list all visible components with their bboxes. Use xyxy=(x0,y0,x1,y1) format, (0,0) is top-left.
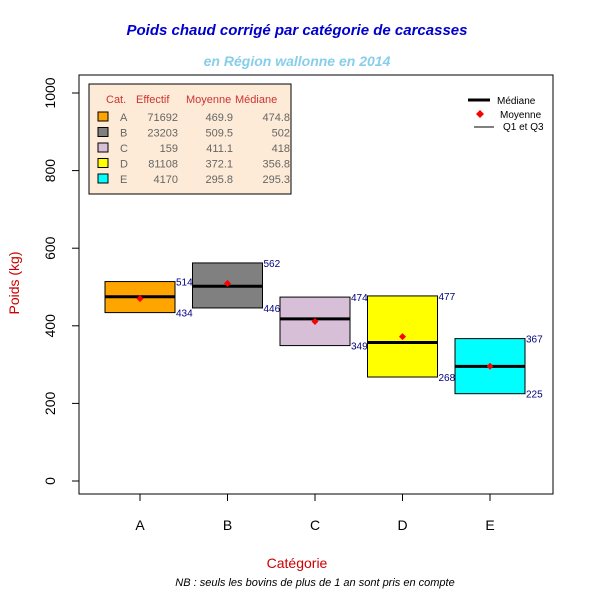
q3-label-E: 367 xyxy=(526,335,543,346)
table-cell: 469.9 xyxy=(205,112,233,124)
chart-title: Poids chaud corrigé par catégorie de car… xyxy=(126,22,468,39)
x-tick-label: C xyxy=(310,517,320,533)
table-cell: E xyxy=(120,174,127,186)
table-header-cell: Cat. xyxy=(106,94,126,106)
q1-label-B: 446 xyxy=(264,304,281,315)
table-cell: 295.8 xyxy=(205,174,233,186)
table-cell: 502 xyxy=(272,128,290,140)
q1-label-E: 225 xyxy=(526,390,543,401)
table-cell: 372.1 xyxy=(205,159,233,171)
legend-label: Médiane xyxy=(497,96,536,107)
table-cell: 23203 xyxy=(147,128,178,140)
y-tick-label: 0 xyxy=(42,477,58,485)
mean-marker-E xyxy=(486,362,494,370)
q1-label-D: 268 xyxy=(439,373,456,384)
table-cell: 71692 xyxy=(147,112,178,124)
table-header-cell: Effectif xyxy=(136,94,170,106)
table-cell: B xyxy=(120,128,127,140)
q3-label-A: 514 xyxy=(176,278,193,289)
table-cell: 418 xyxy=(272,143,290,155)
table-header-cell: Moyenne xyxy=(186,94,231,106)
y-tick-label: 200 xyxy=(42,392,58,416)
y-tick-label: 400 xyxy=(42,314,58,338)
table-header-cell: Médiane xyxy=(235,94,277,106)
stats-table-box xyxy=(88,83,292,195)
footnote: NB : seuls les bovins de plus de 1 an so… xyxy=(175,577,455,589)
table-cell: 159 xyxy=(160,143,178,155)
table-cell: C xyxy=(120,143,128,155)
x-tick-label: A xyxy=(135,517,145,533)
legend-mean-swatch xyxy=(476,110,484,118)
table-swatch-B xyxy=(97,127,109,137)
x-tick-label: D xyxy=(397,517,407,533)
q3-label-B: 562 xyxy=(264,259,281,270)
x-tick-label: E xyxy=(485,517,494,533)
table-cell: 81108 xyxy=(148,159,178,171)
legend-label: Moyenne xyxy=(500,110,542,121)
x-axis-label: Catégorie xyxy=(266,555,328,571)
table-cell: A xyxy=(120,112,128,124)
y-tick-label: 600 xyxy=(42,236,58,260)
y-tick-label: 1000 xyxy=(42,77,58,108)
table-cell: 4170 xyxy=(154,174,178,186)
mean-marker-A xyxy=(136,295,144,303)
table-cell: 411.1 xyxy=(206,143,233,155)
chart-subtitle: en Région wallonne en 2014 xyxy=(203,53,391,69)
table-swatch-A xyxy=(97,111,109,122)
table-swatch-C xyxy=(97,142,109,153)
q1-label-A: 434 xyxy=(176,309,193,320)
q3-label-D: 477 xyxy=(439,292,456,303)
table-cell: D xyxy=(120,159,128,171)
table-cell: 295.3 xyxy=(262,174,290,186)
table-swatch-E xyxy=(97,173,109,184)
mean-marker-D xyxy=(399,333,406,341)
plot-frame xyxy=(78,74,554,495)
x-tick-label: B xyxy=(223,517,232,533)
y-tick-label: 800 xyxy=(42,159,58,183)
q3-label-C: 474 xyxy=(351,293,368,304)
table-swatch-D xyxy=(97,158,109,168)
mean-marker-B xyxy=(224,279,231,287)
table-cell: 356.8 xyxy=(262,159,290,171)
table-cell: 509.5 xyxy=(205,128,233,140)
legend-label: Q1 et Q3 xyxy=(503,122,544,133)
q1-label-C: 349 xyxy=(351,342,368,353)
mean-marker-C xyxy=(311,317,319,325)
table-cell: 474.8 xyxy=(262,112,290,124)
